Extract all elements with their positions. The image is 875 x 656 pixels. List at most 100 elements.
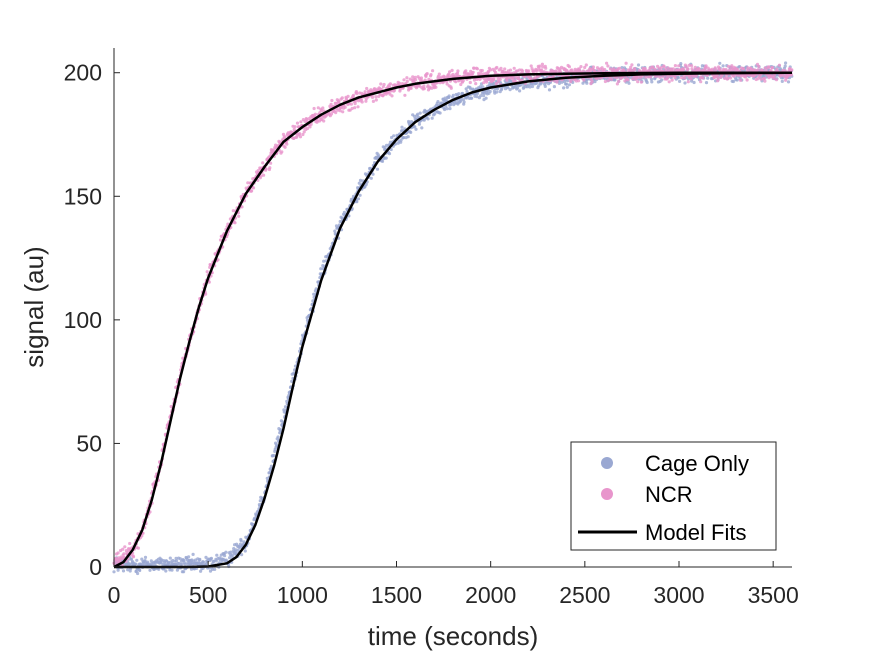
model-fit-layer	[113, 71, 793, 569]
data-point	[746, 66, 750, 70]
data-point	[757, 64, 761, 68]
data-point	[338, 109, 342, 113]
data-point	[319, 267, 323, 271]
data-point	[644, 75, 648, 79]
data-point	[375, 167, 380, 171]
data-point	[207, 280, 211, 284]
x-axis-title: time (seconds)	[368, 621, 539, 651]
data-point	[650, 80, 654, 84]
data-point	[567, 83, 572, 87]
data-point	[406, 135, 410, 139]
data-point	[673, 64, 678, 68]
legend-marker-ncr	[601, 488, 613, 500]
data-point	[567, 65, 572, 69]
data-point	[459, 82, 463, 87]
data-point	[308, 125, 312, 129]
data-point	[551, 75, 555, 79]
data-point	[164, 569, 168, 573]
data-point	[636, 63, 641, 67]
data-point	[615, 82, 620, 86]
data-point	[530, 84, 535, 89]
data-point	[136, 546, 140, 550]
data-point	[565, 85, 569, 89]
data-point	[503, 67, 507, 71]
y-tick-label: 150	[64, 183, 102, 209]
data-point	[480, 68, 484, 73]
data-point	[321, 106, 325, 110]
data-point	[426, 117, 430, 121]
data-point	[774, 78, 779, 82]
data-point	[360, 100, 364, 104]
data-point	[780, 79, 784, 83]
data-point	[511, 76, 515, 80]
data-point	[187, 555, 191, 559]
data-point	[606, 64, 610, 68]
x-tick-label: 2000	[465, 582, 516, 608]
data-point	[309, 122, 313, 126]
data-point	[606, 78, 610, 83]
data-point	[492, 77, 496, 81]
data-point	[443, 75, 447, 79]
data-point	[231, 209, 235, 213]
data-point	[121, 569, 126, 573]
data-point	[298, 132, 302, 136]
data-point	[547, 75, 552, 79]
data-point	[659, 66, 663, 70]
data-point	[399, 138, 403, 142]
data-point	[414, 78, 418, 82]
data-point	[603, 79, 608, 84]
data-point	[414, 127, 418, 131]
data-point	[234, 548, 238, 552]
data-point	[639, 80, 644, 84]
data-point	[529, 64, 533, 68]
data-point	[298, 135, 303, 139]
data-point	[555, 80, 559, 84]
legend: Cage Only NCR Model Fits	[570, 441, 777, 551]
data-point	[468, 80, 472, 85]
data-point	[449, 103, 453, 107]
data-point	[280, 150, 284, 154]
data-point	[603, 67, 607, 72]
data-point	[716, 79, 720, 83]
data-point	[718, 61, 722, 65]
data-point	[379, 82, 383, 86]
data-point	[149, 559, 153, 563]
data-point	[520, 69, 525, 73]
data-point	[189, 567, 194, 571]
data-point	[198, 557, 202, 562]
data-point	[617, 79, 621, 83]
data-point	[706, 76, 710, 80]
data-point	[382, 82, 386, 87]
data-point	[239, 539, 243, 543]
data-point	[148, 568, 152, 572]
data-point	[409, 86, 413, 90]
data-point	[261, 161, 265, 165]
data-point	[770, 66, 775, 70]
data-point	[431, 69, 435, 73]
data-point	[690, 67, 694, 71]
data-point	[682, 68, 686, 72]
data-point	[777, 63, 782, 67]
data-point	[374, 95, 378, 99]
data-point	[243, 549, 247, 553]
data-point	[482, 94, 486, 98]
data-point	[337, 100, 341, 104]
data-point	[560, 80, 564, 84]
data-point	[728, 76, 733, 80]
data-point	[448, 70, 452, 74]
data-point	[464, 69, 468, 73]
data-point	[237, 214, 241, 218]
data-point	[584, 63, 588, 67]
y-tick-label: 200	[64, 60, 102, 86]
data-point	[448, 107, 452, 111]
data-point	[388, 82, 392, 86]
data-point	[433, 112, 437, 116]
y-ticks: 0 50 100 150 200	[64, 60, 120, 580]
data-point	[683, 81, 687, 85]
data-point	[451, 93, 455, 97]
data-point	[508, 68, 513, 72]
data-point	[645, 80, 649, 85]
data-point	[330, 98, 334, 103]
data-point	[474, 82, 478, 86]
data-point	[680, 76, 684, 80]
